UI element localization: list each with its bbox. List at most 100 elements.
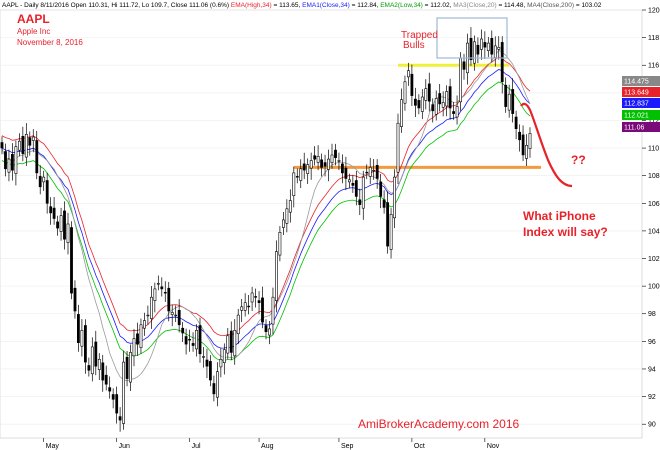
candle-down: [323, 162, 327, 167]
value-badge-label: 112.837: [624, 101, 649, 108]
y-tick-label: 94: [648, 366, 656, 373]
candle-down: [63, 210, 66, 240]
candle-down: [94, 341, 98, 367]
value-badge: [622, 87, 660, 97]
candle-down: [108, 387, 112, 392]
y-tick-label: 106: [648, 201, 660, 208]
candle-down: [410, 73, 414, 96]
candle-down: [379, 181, 383, 197]
candle-up: [347, 179, 351, 183]
candle-down: [365, 171, 369, 174]
candle-down: [313, 155, 317, 160]
value-badge-label: 113.649: [624, 90, 649, 97]
y-tick-label: 102: [648, 256, 660, 263]
x-tick-label: May: [46, 443, 60, 450]
x-tick-label: Aug: [261, 443, 274, 450]
candle-down: [35, 140, 39, 174]
candle-down: [476, 44, 480, 55]
candle-down: [448, 86, 452, 109]
header-ma4-label: MA4(Close,200): [527, 2, 574, 9]
candle-up: [459, 57, 462, 103]
candle-up: [97, 358, 101, 370]
candle-up: [31, 136, 35, 141]
candle-up: [42, 176, 46, 183]
candle-up: [493, 45, 497, 58]
candle-down: [521, 134, 525, 156]
candle-down: [84, 325, 87, 363]
candle-down: [87, 365, 91, 371]
candle-up: [337, 160, 341, 162]
candle-up: [250, 292, 254, 303]
question-marks: ??: [571, 153, 586, 167]
candle-down: [160, 286, 164, 290]
candle-up: [330, 154, 334, 163]
header-ema-high-value: = 113.65,: [272, 2, 302, 9]
candle-up: [271, 296, 275, 325]
value-badge-label: 111.06: [624, 125, 644, 132]
candle-down: [504, 84, 508, 107]
candle-up: [66, 223, 70, 243]
candle-down: [264, 325, 268, 332]
candle-up: [153, 288, 157, 301]
iphone-question-line1: What iPhone: [523, 209, 596, 223]
ticker-title: AAPL: [17, 12, 50, 26]
candle-down: [0, 142, 4, 149]
candle-down: [104, 374, 108, 385]
candle-down: [70, 227, 73, 294]
candle-up: [268, 328, 271, 336]
candle-up: [389, 214, 393, 250]
candle-up: [372, 169, 376, 172]
candle-up: [434, 98, 438, 115]
candle-up: [219, 358, 223, 368]
ma20-line: [1, 49, 531, 382]
candle-up: [507, 93, 511, 111]
candle-down: [320, 159, 324, 168]
candlesticks: [0, 27, 532, 432]
y-tick-label: 112: [648, 118, 659, 125]
candle-down: [77, 314, 80, 343]
y-tick-label: 104: [648, 228, 660, 235]
candle-up: [288, 200, 292, 213]
candle-down: [111, 394, 115, 400]
candle-up: [243, 302, 247, 311]
iphone-question-line2: Index will say?: [523, 225, 608, 239]
candle-down: [101, 362, 105, 381]
candle-down: [386, 202, 390, 247]
header-prefix: AAPL - Daily 8/11/2016 Open 110.31, Hi 1…: [2, 2, 231, 9]
candle-down: [136, 333, 139, 345]
y-tick-label: 108: [648, 173, 660, 180]
candle-down: [184, 336, 188, 345]
value-badge: [622, 110, 660, 120]
candle-down: [181, 327, 185, 334]
candle-up: [139, 324, 143, 348]
x-tick-label: Nov: [487, 443, 500, 450]
candle-down: [413, 98, 417, 106]
candle-down: [452, 111, 456, 114]
candle-up: [233, 329, 237, 357]
candle-up: [146, 314, 150, 317]
candle-up: [403, 81, 407, 104]
candle-down: [4, 151, 7, 170]
candle-up: [150, 296, 153, 319]
chart-date: November 8, 2016: [17, 38, 83, 47]
trapped-label: Trapped: [401, 30, 438, 41]
y-tick-label: 100: [648, 284, 660, 291]
candle-up: [393, 176, 396, 219]
candle-up: [528, 133, 532, 149]
y-tick-label: 118: [648, 35, 659, 42]
candle-down: [295, 176, 299, 178]
candle-down: [261, 297, 264, 323]
candle-down: [115, 394, 119, 414]
candle-up: [14, 146, 18, 174]
candle-up: [59, 215, 63, 232]
candle-down: [354, 180, 358, 197]
x-tick-label: Jul: [192, 443, 201, 450]
candle-down: [125, 356, 129, 379]
x-tick-label: Jun: [119, 443, 130, 450]
candle-down: [247, 305, 251, 308]
candle-up: [274, 251, 278, 301]
candle-up: [24, 134, 28, 158]
candle-down: [73, 287, 77, 312]
candle-up: [525, 145, 528, 159]
